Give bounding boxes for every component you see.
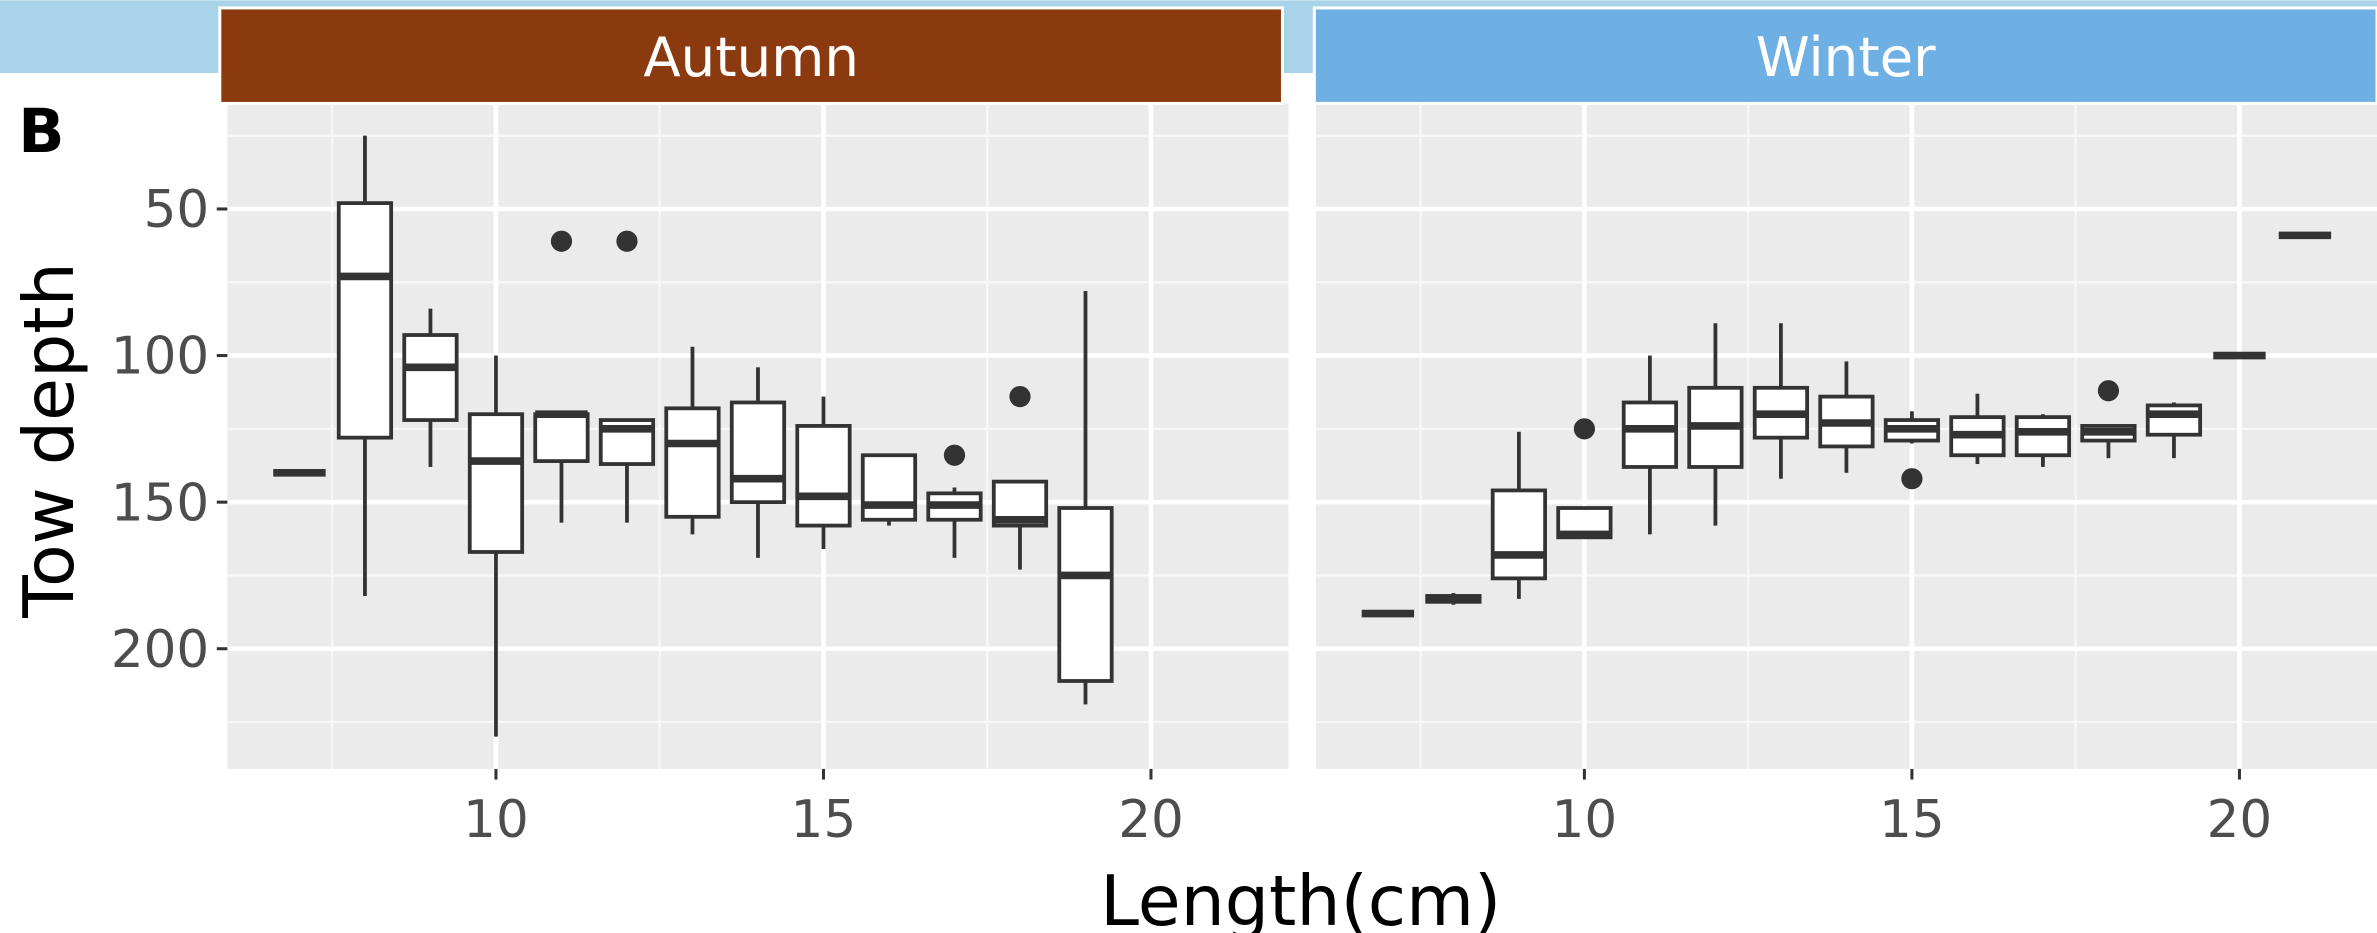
box [664,406,721,519]
x-axis-title: Length(cm) [1100,861,1501,933]
outlier [1009,385,1031,408]
outlier [550,230,573,252]
box [729,400,787,505]
x-tick-label: 15 [1879,790,1945,850]
box [1621,400,1679,469]
outlier [1901,468,1923,490]
x-tick-label: 10 [1552,790,1618,850]
box [860,453,918,522]
panel-label: B [18,97,64,167]
box [2145,403,2203,437]
box [1490,488,1547,581]
outlier [616,230,638,252]
x-tick-label: 15 [791,790,857,850]
box [402,333,459,422]
x-tick-label: 10 [463,790,529,850]
box [336,201,394,440]
outlier [1573,418,1596,440]
y-tick-label: 100 [111,327,209,387]
y-tick-label: 200 [111,620,209,680]
outlier [943,444,966,466]
strip-title: Autumn [643,25,859,89]
y-tick-label: 150 [111,473,209,533]
strip-title: Winter [1756,25,1936,89]
x-tick-label: 20 [2207,790,2273,850]
y-axis-title: Tow depth [9,262,90,619]
strip [218,6,1285,105]
outlier [2097,380,2120,402]
box [1057,506,1114,683]
box [2014,415,2072,458]
x-tick-label: 20 [1118,790,1184,850]
box [795,424,852,528]
box [467,412,525,554]
y-tick-label: 50 [144,180,210,240]
box [533,412,590,463]
strip [1312,6,2377,105]
